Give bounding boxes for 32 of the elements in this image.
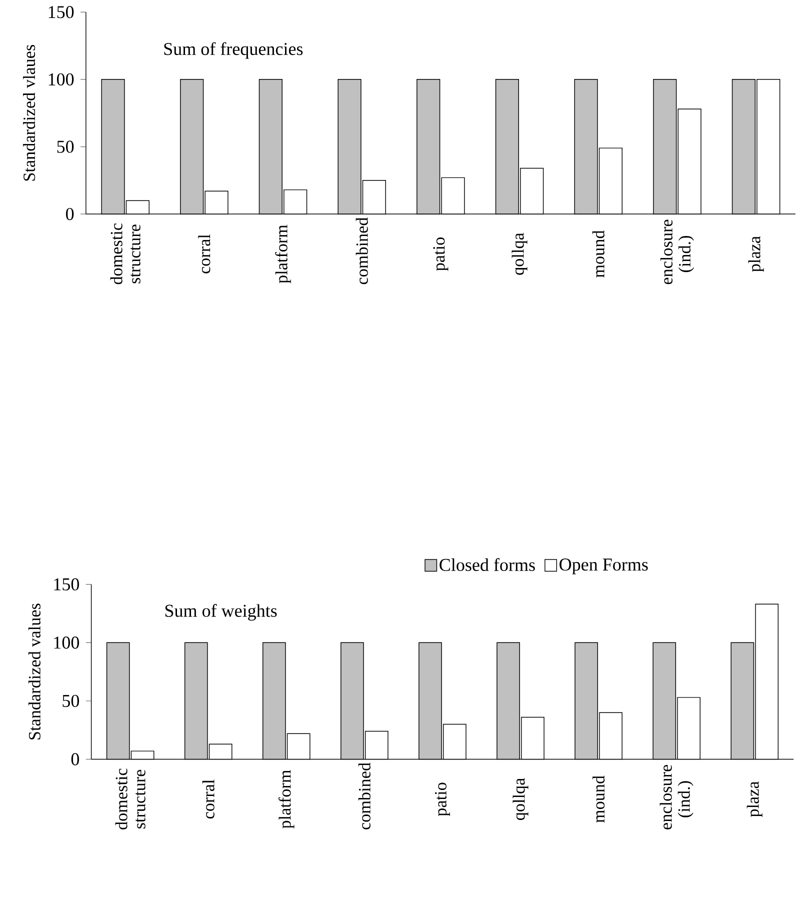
text: Sum of weights <box>166 604 277 621</box>
y-tick-label: 50 <box>62 694 80 708</box>
y-axis-title: Standardized values <box>28 604 41 740</box>
x-tick-label: mound <box>592 230 605 278</box>
x-tick-label: corral <box>202 780 215 819</box>
x-tick-label: qollqa <box>512 232 528 275</box>
legend-label: Open Forms <box>560 558 648 574</box>
y-tick-label: 50 <box>58 140 74 153</box>
text: Sum of frequencies <box>164 42 303 59</box>
x-tick-label: combined <box>358 762 371 830</box>
x-tick-label: plaza <box>747 781 763 817</box>
x-tick-label: domestic structure <box>110 223 141 284</box>
y-tick-label: 100 <box>54 636 80 649</box>
legend-label: Closed forms <box>440 558 536 572</box>
x-tick-label: patio <box>433 238 448 271</box>
x-tick-label: enclosure (ind.) <box>660 220 694 284</box>
x-tick-label: patio <box>435 782 450 816</box>
x-tick-label: combined <box>356 217 368 284</box>
y-tick-label: 0 <box>72 753 80 766</box>
x-tick-label: mound <box>592 776 605 823</box>
x-tick-label: corral <box>198 234 210 274</box>
y-tick-label: 0 <box>66 208 74 220</box>
x-tick-label: enclosure (ind.) <box>660 764 694 830</box>
x-tick-label: domestic structure <box>115 768 146 830</box>
x-tick-label: platform <box>278 770 294 828</box>
y-tick-label: 150 <box>49 6 74 18</box>
x-tick-label: platform <box>275 224 292 284</box>
x-tick-label: qollqa <box>512 778 528 820</box>
y-tick-label: 150 <box>54 578 80 590</box>
y-tick-label: 100 <box>49 73 74 86</box>
y-axis-title: Standardized vlaues <box>23 44 36 181</box>
x-tick-label: plaza <box>748 236 764 272</box>
